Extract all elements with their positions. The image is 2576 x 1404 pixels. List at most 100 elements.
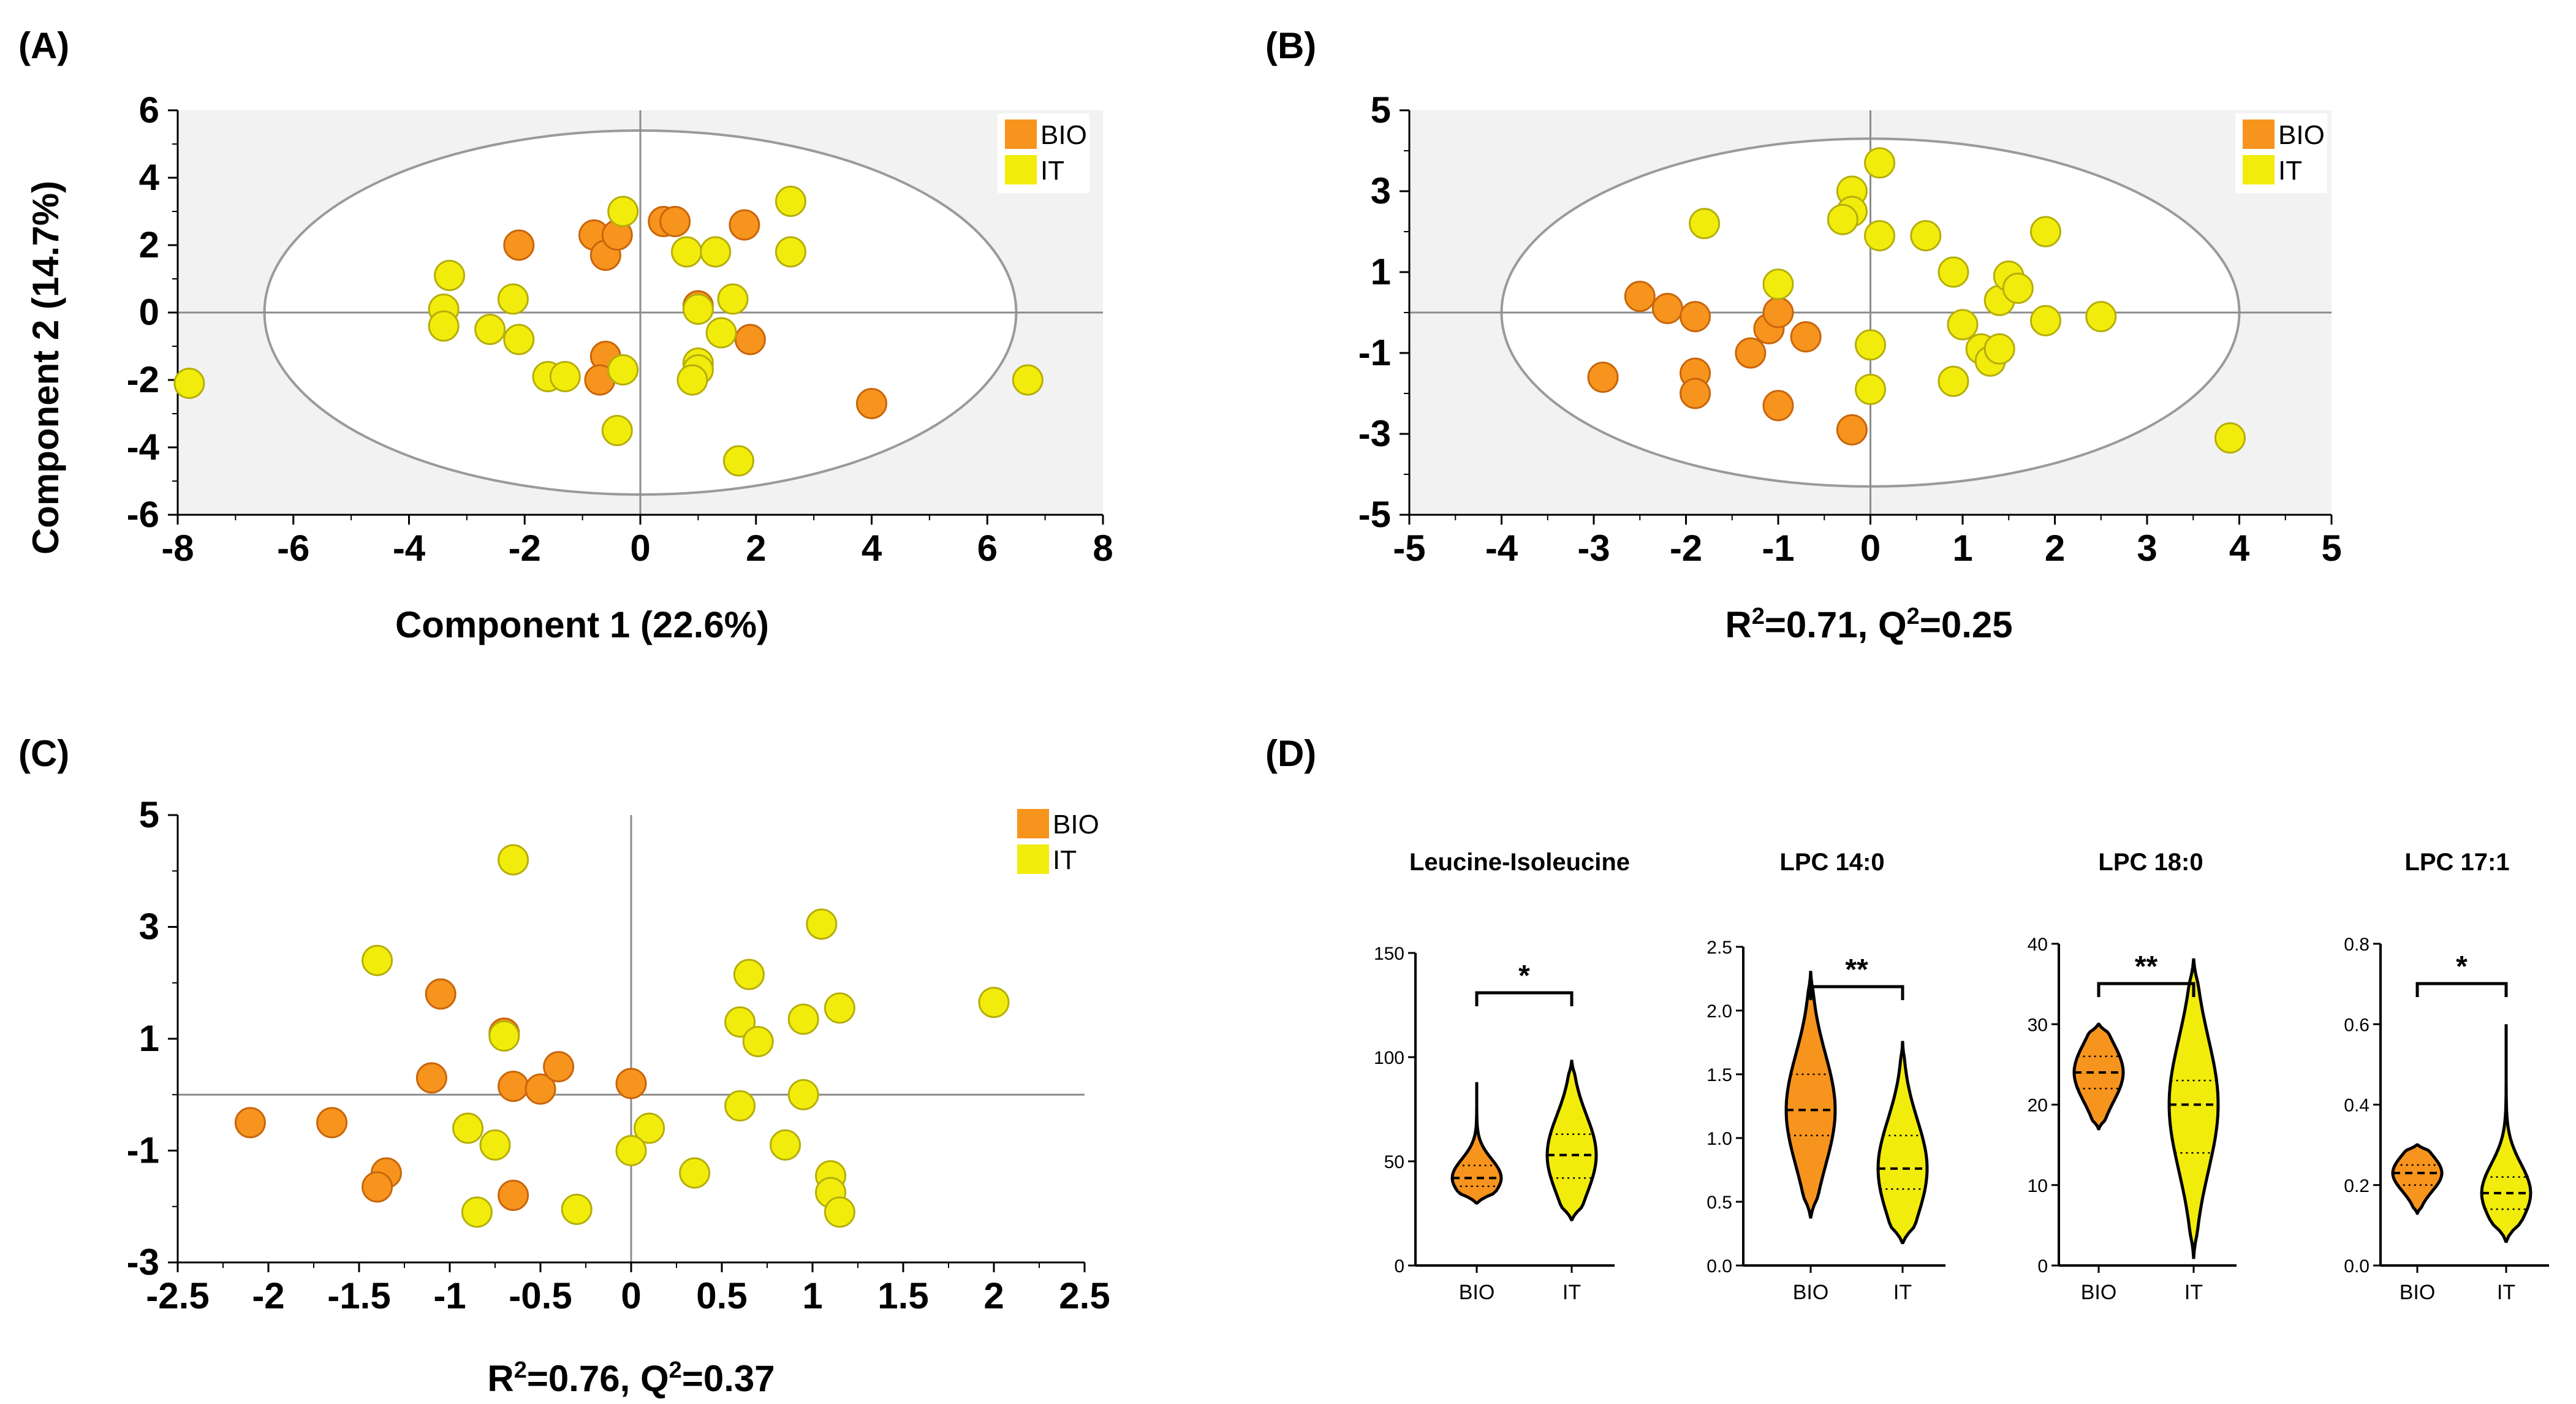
significance-bracket [2097,982,2195,997]
point-bio [856,388,887,419]
y-tick-label: 5 [1371,89,1391,131]
point-it [498,844,529,876]
point-it [497,283,529,315]
y-tick-label: 0 [2037,1256,2048,1277]
violin-plot-4: LPC 17:1 0.0 0.2 0.4 0.6 0.8 BIO IT * [2344,849,2549,1304]
y-tick-label: 0 [139,292,159,333]
legend-label-bio: BIO [1040,120,1087,150]
violin-plot-2: LPC 14:0 0.0 0.5 1.0 1.5 2.0 2.5 BIO IT ** [1707,849,1945,1304]
point-bio [1762,390,1794,422]
point-it [705,317,737,349]
point-bio [234,1107,266,1139]
y-tick-label: 6 [139,89,159,131]
point-it [549,361,581,392]
point-it [601,415,633,446]
point-bio [1680,301,1711,333]
point-bio [1587,362,1619,393]
point-bio [425,978,456,1010]
x-category-label: BIO [1459,1281,1495,1304]
point-it [1762,268,1794,300]
point-it [770,1129,801,1161]
x-tick-label: 2 [983,1275,1004,1316]
panel-label: (D) [1265,733,1316,774]
point-it [724,1090,756,1121]
x-tick-label: -5 [1393,528,1425,569]
violin-title: Leucine-Isoleucine [1409,849,1630,876]
point-bio [503,229,535,261]
point-it [488,1020,520,1052]
point-bio [1735,337,1767,369]
x-category-label: BIO [1793,1281,1829,1304]
violin-title: LPC 18:0 [2098,849,2203,876]
point-it [824,1196,855,1228]
y-tick-label: 2.5 [1707,938,1732,958]
y-tick-label: -1 [1358,332,1391,373]
y-tick-label: 0.4 [2344,1096,2370,1116]
violin-bio [2391,1143,2444,1215]
point-it [2002,272,2034,304]
significance-bracket [2415,982,2508,997]
y-tick-label: 100 [1374,1048,1404,1068]
point-bio [543,1051,575,1083]
x-tick-label: 1 [1952,528,1972,569]
point-bio [498,1071,529,1102]
legend-swatch-bio [1005,120,1037,149]
x-tick-label: 0 [630,528,650,569]
violin-plot-1: Leucine-Isoleucine 0 50 100 150 BIO IT * [1374,849,1630,1304]
x-tick-label: 0 [621,1275,641,1316]
y-tick-label: 1 [139,1018,159,1059]
point-bio [1624,281,1656,313]
point-it [2214,422,2246,454]
y-tick-label: -1 [127,1130,159,1171]
point-it [1938,365,1969,397]
point-it [742,1026,774,1058]
y-tick-label: 3 [1371,170,1391,211]
point-it [824,992,855,1024]
significance-bracket [1809,985,1904,1000]
y-tick-label: 30 [2028,1015,2048,1035]
point-it [787,1079,819,1110]
legend-swatch-it [2243,155,2275,184]
point-it [428,310,460,342]
x-tick-label: -6 [277,528,309,569]
y-tick-label: 1.5 [1707,1065,1732,1085]
significance-marker: * [2456,951,2468,983]
point-bio [1836,414,1868,446]
x-tick-label: 2 [2045,528,2065,569]
y-tick-label: 5 [139,794,159,835]
point-it [2085,301,2117,333]
point-it [682,294,714,325]
point-it [615,1135,647,1166]
x-category-label: BIO [2081,1281,2117,1304]
point-bio [1762,297,1794,328]
x-tick-label: -0.5 [509,1275,572,1316]
point-it [1827,203,1858,235]
point-it [700,236,732,268]
point-it [2029,305,2061,336]
x-tick-label: -8 [161,528,194,569]
violin-it [2480,1024,2532,1243]
point-it [722,445,754,477]
legend-swatch-bio [1017,809,1049,838]
x-category-label: IT [1563,1281,1581,1304]
point-it [733,958,765,990]
point-bio [498,1180,529,1211]
x-tick-label: -3 [1577,528,1610,569]
violin-title: LPC 17:1 [2404,849,2509,876]
legend: BIO IT [2235,113,2327,193]
point-it [717,283,749,315]
x-axis-title: R2=0.76, Q2=0.37 [487,1357,775,1399]
point-it [978,987,1010,1019]
point-it [607,354,639,385]
point-it [434,260,466,291]
point-it [474,314,506,345]
point-it [607,195,639,227]
legend-label-bio: BIO [1053,810,1099,840]
panel-label: (A) [18,25,69,66]
x-tick-label: 1.5 [877,1275,928,1316]
legend-swatch-it [1017,844,1049,874]
y-tick-label: -5 [1358,494,1391,535]
y-tick-label: 50 [1384,1152,1404,1172]
x-tick-label: 2.5 [1059,1275,1110,1316]
point-it [634,1112,665,1144]
